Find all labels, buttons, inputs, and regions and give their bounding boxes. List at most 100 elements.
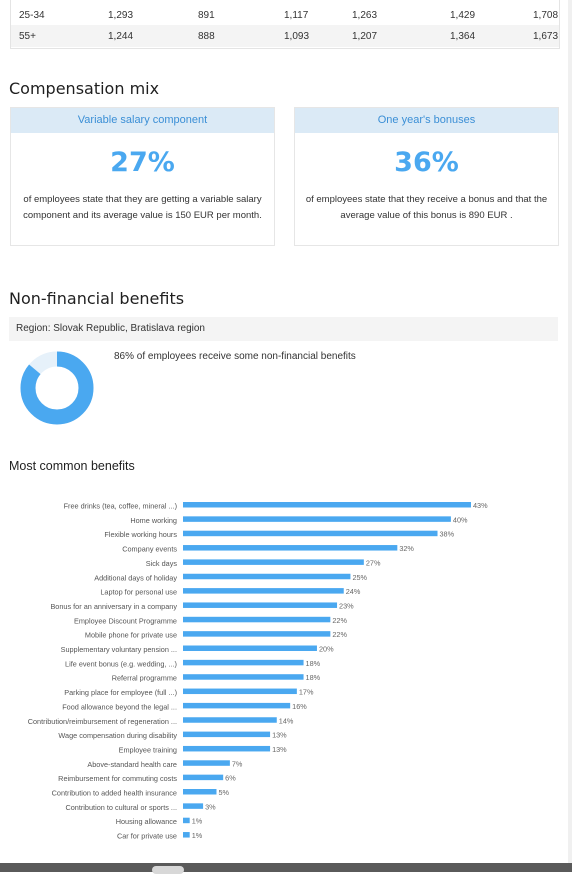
value-cell: 1,244 — [108, 31, 134, 42]
value-label: 6% — [225, 774, 236, 783]
value-label: 17% — [299, 688, 314, 697]
category-label: Flexible working hours — [104, 530, 177, 539]
value-label: 14% — [279, 716, 294, 725]
value-cell: 1,117 — [284, 10, 309, 21]
value-label: 16% — [292, 702, 307, 711]
value-label: 3% — [205, 802, 216, 811]
category-label: Above-standard health care — [87, 760, 177, 769]
card-description: of employees state that they receive a b… — [305, 194, 548, 221]
category-label: Home working — [130, 516, 177, 525]
category-label: Employee training — [119, 745, 177, 754]
value-label: 7% — [232, 759, 243, 768]
variable-salary-card: Variable salary component 27% of employe… — [10, 107, 275, 246]
value-cell: 1,708 — [533, 10, 559, 21]
benefit-bar — [183, 588, 344, 594]
value-cell: 1,093 — [284, 31, 310, 42]
category-label: Food allowance beyond the legal ... — [62, 702, 177, 711]
scrollbar-thumb[interactable] — [152, 866, 184, 874]
card-description: of employees state that they are getting… — [23, 194, 262, 221]
category-label: Parking place for employee (full ...) — [64, 688, 177, 697]
value-cell: 1,293 — [108, 10, 134, 21]
category-label: Sick days — [146, 559, 178, 568]
value-label: 27% — [366, 558, 381, 567]
value-label: 23% — [339, 601, 354, 610]
category-label: Contribution/reimbursement of regenerati… — [28, 717, 177, 726]
category-label: Wage compensation during disability — [58, 731, 177, 740]
category-label: Company events — [122, 545, 177, 554]
benefit-bar — [183, 616, 331, 623]
category-label: Additional days of holiday — [94, 573, 177, 582]
benefit-bar — [183, 502, 471, 508]
benefit-bar — [183, 530, 438, 537]
benefit-bar — [183, 731, 271, 738]
bonuses-card: One year's bonuses 36% of employees stat… — [294, 107, 559, 246]
value-label: 18% — [306, 673, 321, 682]
value-label: 22% — [332, 630, 347, 639]
value-cell: 891 — [198, 10, 215, 21]
value-label: 38% — [440, 530, 455, 539]
category-label: Contribution to cultural or sports ... — [65, 803, 177, 812]
category-label: Employee Discount Programme — [74, 616, 177, 625]
benefit-bar — [183, 516, 451, 522]
category-label: Mobile phone for private use — [85, 631, 177, 640]
salary-table: 25-34 1,293 891 1,117 1,263 1,429 1,708 … — [10, 0, 560, 49]
value-label: 1% — [192, 817, 203, 826]
category-label: Contribution to added health insurance — [52, 789, 177, 798]
value-cell: 888 — [198, 31, 215, 42]
benefit-bar — [183, 817, 190, 824]
nonfinancial-title: Non-financial benefits — [9, 289, 185, 308]
benefit-bar — [183, 659, 304, 666]
category-label: Supplementary voluntary pension ... — [61, 645, 177, 654]
table-row: 25-34 1,293 891 1,117 1,263 1,429 1,708 — [11, 4, 559, 26]
benefit-bar — [183, 674, 304, 680]
benefit-bar — [183, 602, 338, 608]
category-label: Car for private use — [117, 832, 177, 841]
most-common-title: Most common benefits — [9, 459, 135, 473]
category-label: Bonus for an anniversary in a company — [50, 602, 177, 611]
nonfinancial-summary: 86% of employees receive some non-financ… — [114, 351, 356, 362]
value-label: 20% — [319, 645, 334, 654]
benefits-bar-chart: Free drinks (tea, coffee, mineral ...) 43… — [28, 501, 488, 841]
value-label: 24% — [346, 587, 361, 596]
value-label: 5% — [218, 788, 229, 797]
value-label: 43% — [473, 501, 488, 510]
card-value: 27% — [110, 147, 175, 178]
category-label: Life event bonus (e.g. wedding, ...) — [65, 659, 177, 668]
value-label: 13% — [272, 745, 287, 754]
category-label: Housing allowance — [116, 817, 177, 826]
value-label: 32% — [399, 544, 414, 553]
benefit-bar — [183, 645, 317, 651]
value-cell: 1,429 — [450, 10, 476, 21]
benefit-bar — [183, 803, 204, 809]
category-label: Laptop for personal use — [100, 588, 177, 597]
benefit-bar — [183, 832, 190, 838]
benefit-bar — [183, 631, 331, 637]
category-label: Reimbursement for commuting costs — [58, 774, 177, 783]
card-heading: One year's bonuses — [295, 108, 558, 133]
benefit-bar — [183, 789, 217, 795]
card-heading: Variable salary component — [11, 108, 274, 133]
benefit-bar — [183, 559, 364, 565]
region-label: Region: Slovak Republic, Bratislava regi… — [16, 323, 205, 334]
donut-share-arc — [20, 351, 94, 425]
category-label: Free drinks (tea, coffee, mineral ...) — [64, 502, 177, 511]
age-cell: 25-34 — [19, 10, 45, 21]
value-label: 13% — [272, 731, 287, 740]
value-label: 25% — [352, 573, 367, 582]
value-cell: 1,673 — [533, 31, 559, 42]
benefit-bar — [183, 774, 224, 781]
benefit-bar — [183, 545, 398, 551]
age-cell: 55+ — [19, 31, 36, 42]
category-label: Referral programme — [112, 674, 177, 683]
horizontal-scrollbar[interactable] — [0, 863, 572, 872]
value-label: 1% — [192, 831, 203, 840]
compensation-title: Compensation mix — [9, 79, 160, 98]
value-cell: 1,207 — [352, 31, 378, 42]
benefits-share-donut — [20, 351, 94, 425]
value-label: 18% — [306, 659, 321, 668]
table-row: 55+ 1,244 888 1,093 1,207 1,364 1,673 — [11, 25, 559, 47]
benefit-bar — [183, 573, 351, 580]
region-bar: Region: Slovak Republic, Bratislava regi… — [9, 317, 558, 341]
card-value: 36% — [394, 147, 459, 178]
benefit-bar — [183, 745, 271, 752]
